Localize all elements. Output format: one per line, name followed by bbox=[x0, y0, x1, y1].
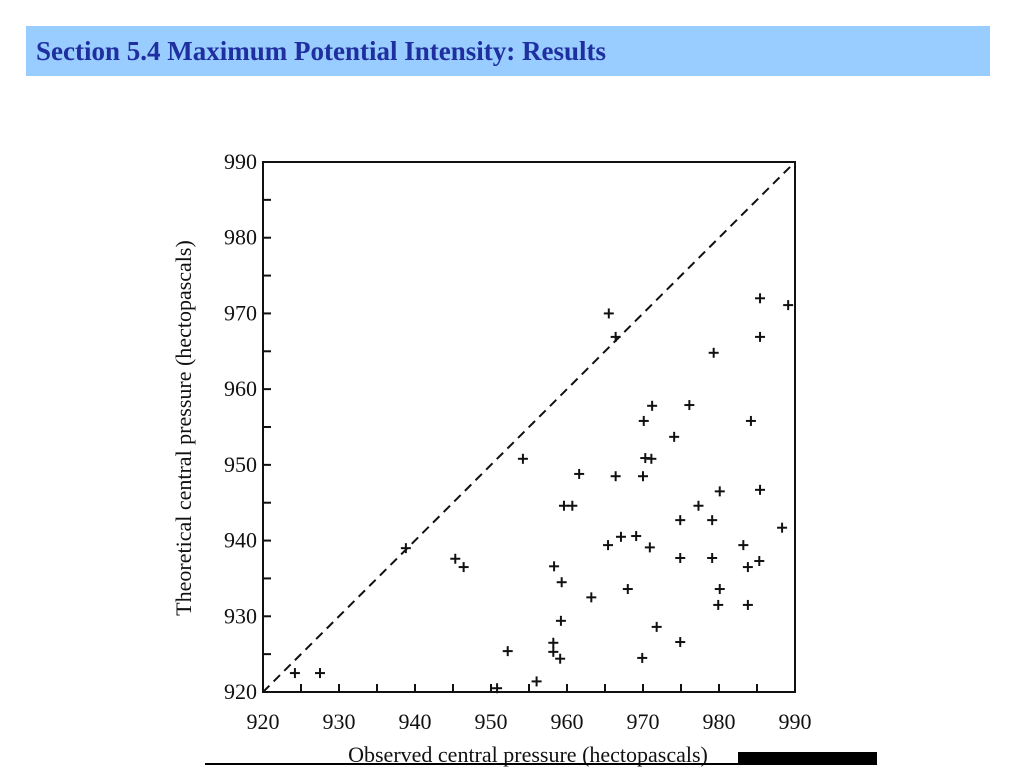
data-point bbox=[675, 515, 686, 526]
data-point bbox=[610, 471, 621, 482]
data-point bbox=[707, 515, 718, 526]
data-point bbox=[714, 486, 725, 497]
data-point bbox=[458, 562, 469, 573]
y-tick-label: 930 bbox=[224, 603, 257, 628]
data-point bbox=[450, 553, 461, 564]
y-tick-label: 990 bbox=[224, 149, 257, 174]
data-point bbox=[610, 331, 621, 342]
data-point bbox=[713, 599, 724, 610]
data-point bbox=[651, 621, 662, 632]
data-point bbox=[755, 293, 766, 304]
data-point bbox=[675, 552, 686, 563]
data-point bbox=[638, 471, 648, 482]
data-point bbox=[755, 331, 766, 342]
data-point bbox=[615, 531, 626, 542]
data-point bbox=[646, 453, 657, 464]
x-tick-label: 990 bbox=[779, 709, 812, 734]
data-point bbox=[558, 500, 569, 511]
data-point bbox=[502, 646, 513, 657]
y-tick-label: 970 bbox=[224, 300, 257, 325]
scan-edge-bar bbox=[738, 752, 877, 764]
data-point bbox=[289, 668, 300, 679]
y-tick-label: 980 bbox=[224, 225, 257, 250]
data-point bbox=[586, 592, 597, 603]
data-point bbox=[492, 683, 503, 694]
data-point bbox=[631, 531, 642, 542]
data-point bbox=[693, 500, 704, 511]
data-point bbox=[603, 540, 614, 551]
data-point bbox=[567, 500, 578, 511]
data-point bbox=[783, 300, 794, 311]
x-tick-label: 920 bbox=[247, 709, 280, 734]
data-point bbox=[548, 637, 559, 648]
y-tick-label: 940 bbox=[224, 528, 257, 553]
page-title: Section 5.4 Maximum Potential Intensity:… bbox=[36, 36, 606, 66]
x-axis-title: Observed central pressure (hectopascals) bbox=[348, 742, 708, 767]
data-point bbox=[754, 556, 765, 567]
x-tick-label: 970 bbox=[627, 709, 660, 734]
data-point bbox=[315, 668, 325, 679]
one-to-one-line bbox=[262, 161, 796, 693]
data-point bbox=[622, 584, 633, 595]
x-tick-label: 980 bbox=[703, 709, 736, 734]
y-tick-label: 920 bbox=[224, 679, 257, 704]
y-tick-label: 950 bbox=[224, 452, 257, 477]
data-point bbox=[555, 653, 566, 664]
data-point bbox=[644, 542, 655, 553]
data-point bbox=[549, 561, 560, 572]
data-point bbox=[742, 562, 753, 573]
data-point bbox=[637, 652, 648, 663]
data-point bbox=[738, 540, 749, 551]
data-point bbox=[707, 552, 718, 563]
y-tick-label: 960 bbox=[224, 376, 257, 401]
data-point bbox=[745, 415, 756, 426]
data-point bbox=[531, 676, 542, 687]
data-point bbox=[669, 431, 680, 442]
x-tick-label: 950 bbox=[475, 709, 508, 734]
x-tick-label: 940 bbox=[399, 709, 432, 734]
y-axis-title: Theoretical central pressure (hectopasca… bbox=[171, 240, 196, 616]
data-point bbox=[556, 577, 567, 588]
data-point bbox=[603, 308, 614, 319]
header-bar: Section 5.4 Maximum Potential Intensity:… bbox=[26, 26, 990, 76]
data-point bbox=[742, 599, 753, 610]
data-point bbox=[517, 453, 528, 464]
x-tick-label: 960 bbox=[551, 709, 584, 734]
data-point bbox=[684, 400, 695, 411]
data-point bbox=[675, 637, 686, 648]
data-point bbox=[714, 584, 725, 595]
data-point bbox=[548, 646, 559, 657]
data-point bbox=[708, 347, 719, 358]
data-point bbox=[777, 522, 788, 533]
data-point bbox=[638, 415, 649, 426]
data-point bbox=[574, 468, 585, 479]
plot-area: 920 930 940 950 960 970 980 990 920 930 940 950 960 9… bbox=[224, 149, 812, 734]
data-point bbox=[755, 484, 766, 495]
data-point bbox=[647, 400, 658, 411]
x-tick-label: 930 bbox=[323, 709, 356, 734]
data-point bbox=[555, 615, 566, 626]
data-point bbox=[400, 543, 411, 554]
